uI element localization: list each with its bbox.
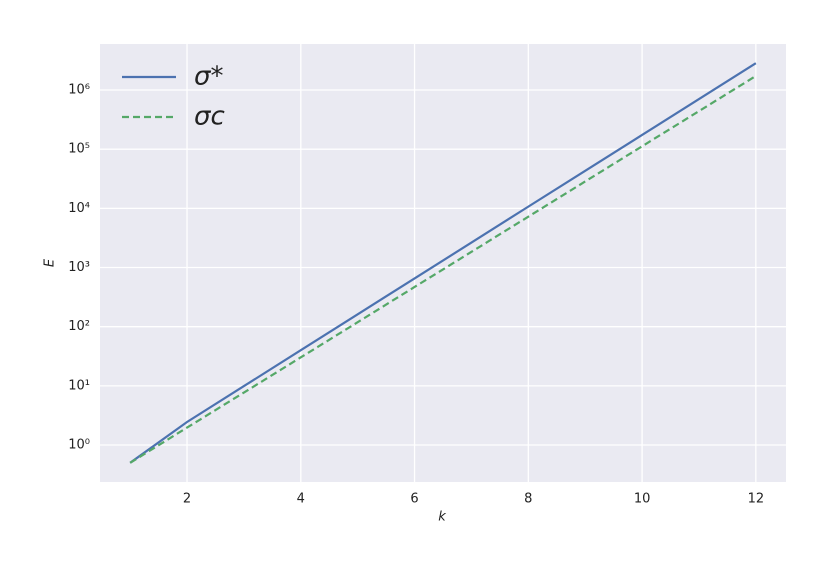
x-axis-label: k [438,510,446,525]
series-line [129,62,757,464]
x-tick-label: 12 [748,492,765,507]
x-tick-label: 8 [524,492,532,507]
y-tick-label: 10³ [68,260,90,275]
y-tick-label: 10⁰ [68,438,90,453]
y-axis-label: E [43,258,58,267]
x-tick-label: 4 [297,492,305,507]
legend-label: σ* [194,62,223,92]
y-tick-label: 10⁴ [68,201,90,216]
y-tick-label: 10² [68,319,90,334]
legend-label: σc [194,102,225,132]
x-tick-label: 6 [410,492,418,507]
series-line [129,75,757,464]
y-tick-label: 10⁶ [68,83,90,98]
y-tick-label: 10⁵ [68,142,90,157]
y-tick-label: 10¹ [68,378,90,393]
x-tick-label: 10 [634,492,651,507]
x-tick-label: 2 [183,492,191,507]
